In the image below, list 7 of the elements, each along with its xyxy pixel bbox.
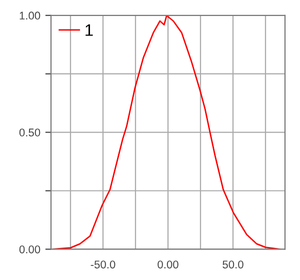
y-tick-label: 0.50 — [19, 128, 40, 136]
x-tick-label: -50.0 — [90, 260, 116, 268]
y-tick-label: 1.00 — [20, 12, 40, 20]
x-tick-label: 50.0 — [222, 260, 244, 268]
x-tick-label: 0.00 — [158, 260, 178, 268]
y-tick-label: 0.00 — [19, 245, 40, 254]
legend-label: 1 — [86, 24, 93, 36]
